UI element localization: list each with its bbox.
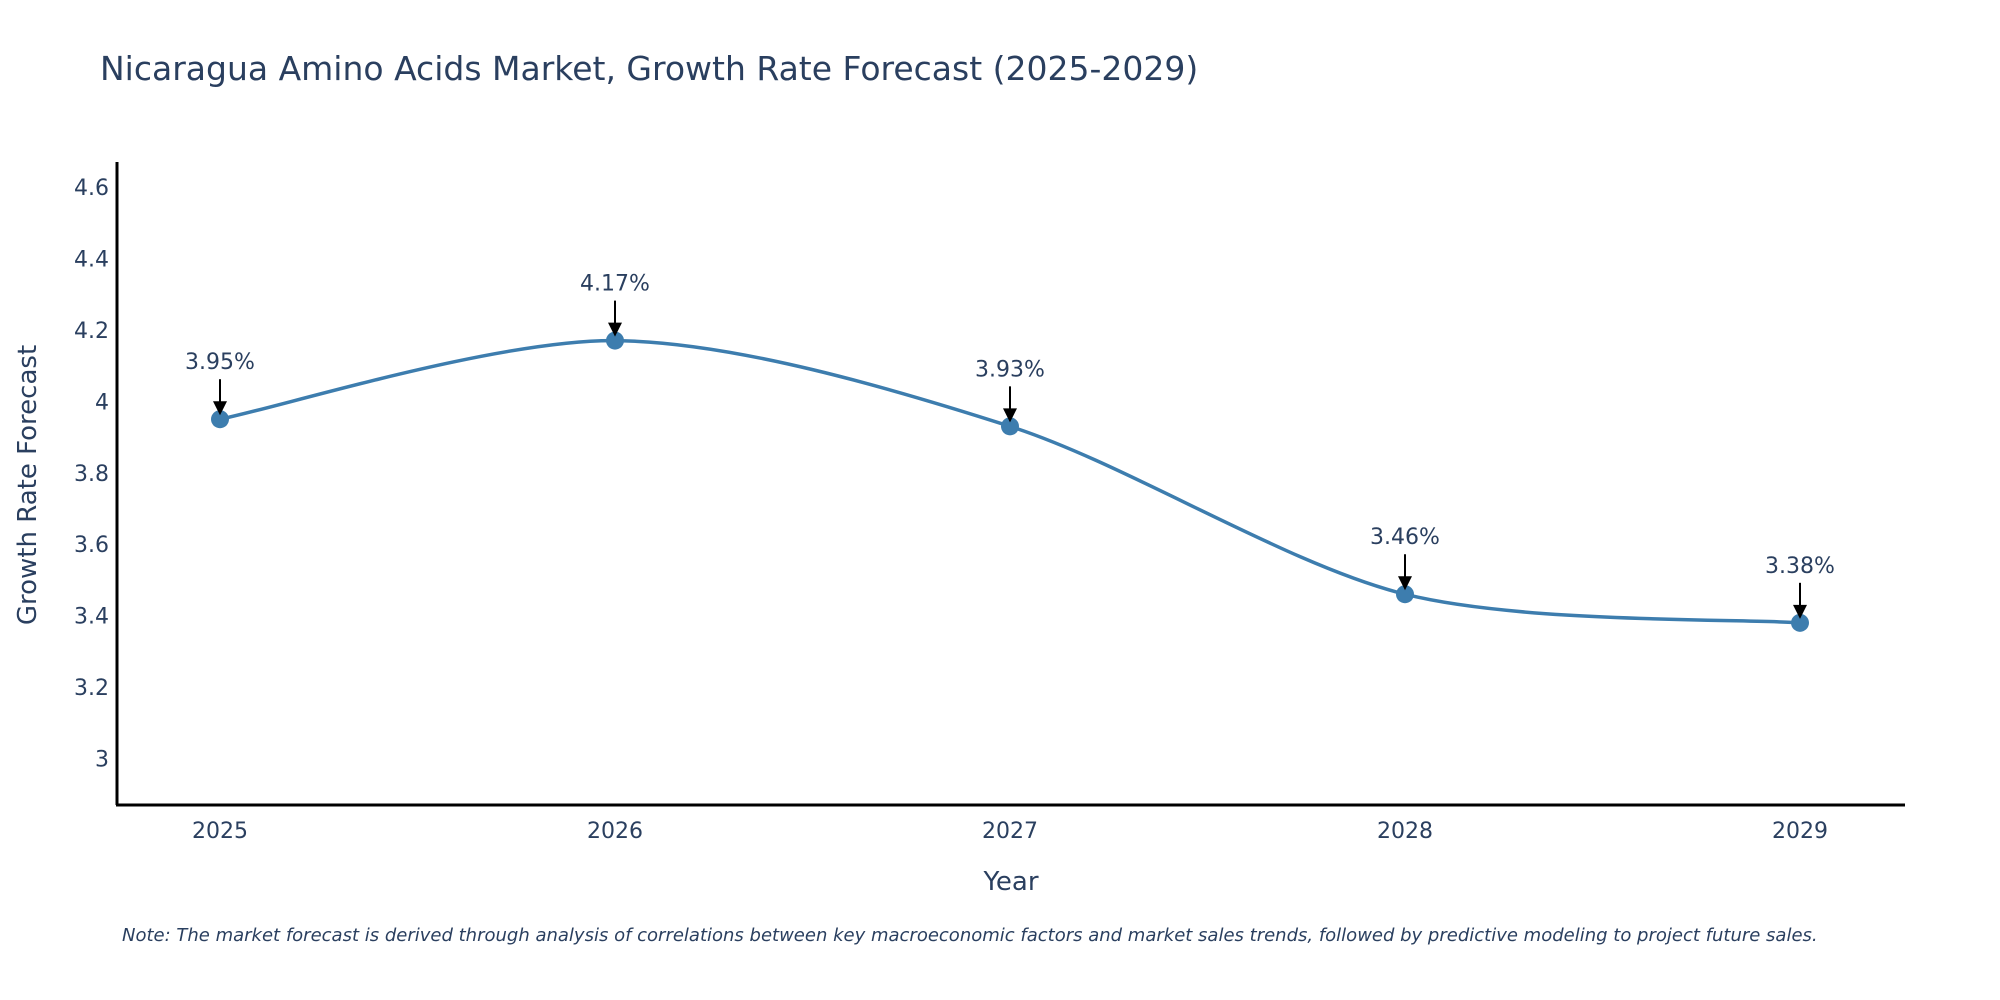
y-tick-label: 3.8 bbox=[74, 462, 109, 487]
annotation-arrow-head bbox=[1003, 408, 1017, 423]
annotation-arrow-head bbox=[213, 401, 227, 416]
data-label: 3.93% bbox=[975, 357, 1045, 382]
y-axis-title: Growth Rate Forecast bbox=[13, 345, 43, 625]
y-tick-label: 3 bbox=[95, 748, 109, 773]
data-label-annotations: 3.95% 4.17% 3.93% 3.46% 3.38% bbox=[185, 272, 1835, 619]
x-tick-label: 2028 bbox=[1377, 819, 1433, 844]
data-point bbox=[1001, 417, 1019, 436]
y-tick-label: 3.2 bbox=[74, 676, 109, 701]
data-label: 3.95% bbox=[185, 350, 255, 375]
x-tick-label: 2026 bbox=[587, 819, 643, 844]
y-tick-label: 3.4 bbox=[74, 605, 109, 630]
y-axis-ticks: 3 3.2 3.4 3.6 3.8 4 4.2 4.4 4.6 bbox=[74, 176, 109, 773]
data-label: 3.46% bbox=[1370, 525, 1440, 550]
x-tick-label: 2027 bbox=[982, 819, 1038, 844]
y-tick-label: 4.6 bbox=[74, 176, 109, 201]
y-tick-label: 3.6 bbox=[74, 533, 109, 558]
x-tick-label: 2025 bbox=[192, 819, 248, 844]
chart-note: Note: The market forecast is derived thr… bbox=[122, 925, 1818, 946]
series-line bbox=[219, 338, 1801, 625]
data-label: 4.17% bbox=[580, 272, 650, 297]
data-point bbox=[211, 410, 229, 429]
y-tick-label: 4.2 bbox=[74, 319, 109, 344]
data-label: 3.38% bbox=[1765, 554, 1835, 579]
x-axis-ticks: 2025 2026 2027 2028 2029 bbox=[192, 819, 1828, 844]
x-tick-label: 2029 bbox=[1772, 819, 1828, 844]
x-axis-title: Year bbox=[982, 867, 1038, 897]
y-tick-label: 4 bbox=[95, 390, 109, 415]
data-point bbox=[1396, 585, 1414, 604]
data-points bbox=[211, 331, 1809, 632]
data-point bbox=[1791, 613, 1809, 632]
y-tick-label: 4.4 bbox=[74, 247, 109, 272]
annotation-arrow-head bbox=[1793, 604, 1807, 619]
data-point bbox=[606, 331, 624, 350]
annotation-arrow-head bbox=[1398, 576, 1412, 591]
chart-title: Nicaragua Amino Acids Market, Growth Rat… bbox=[100, 49, 1198, 88]
annotation-arrow-head bbox=[608, 322, 622, 337]
